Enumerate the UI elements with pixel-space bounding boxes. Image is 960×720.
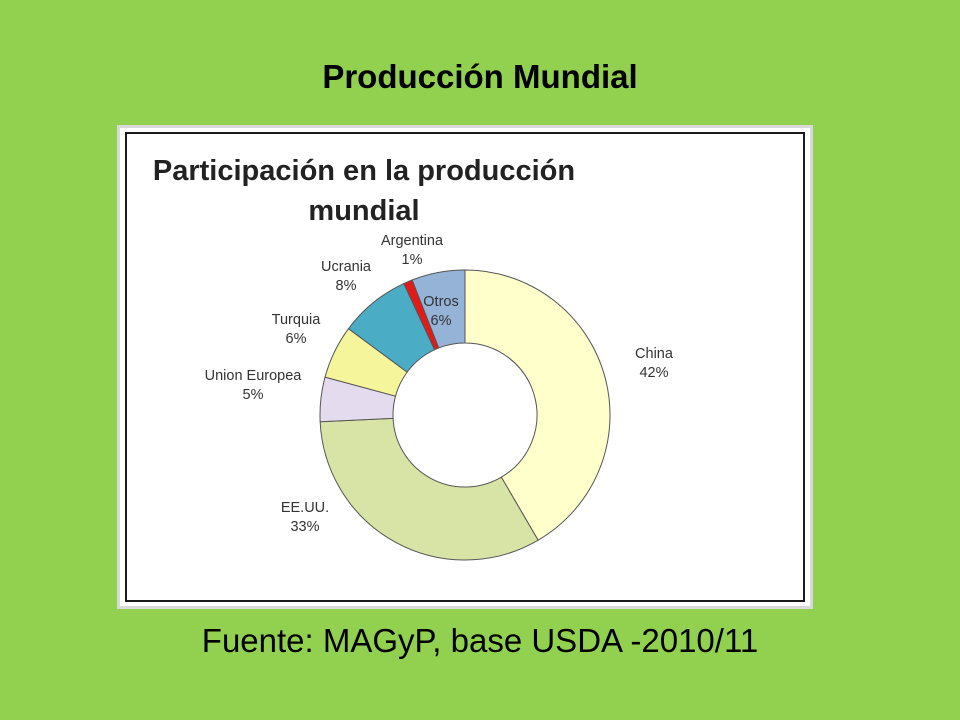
slice-name-label: EE.UU. [281,500,329,516]
donut-chart: Participación en la producción mundial C… [153,155,674,561]
slice-value-label: 8% [336,278,357,294]
slice-value-label: 6% [431,313,452,329]
slice-name-label: Union Europea [205,368,303,384]
slice-name-label: Ucrania [321,259,372,275]
slice-value-label: 1% [402,252,423,268]
slice-otros [411,269,466,349]
slice-labels: China 42% EE.UU. 33% Union Europea 5% Turquia 6… [205,233,674,535]
slice-china [464,269,611,541]
slice-ee-uu- [319,417,539,561]
slice-value-label: 33% [290,519,319,535]
slice-value-label: 6% [286,331,307,347]
chart-frame: Participación en la producción mundial C… [117,125,813,609]
slice-value-label: 5% [243,387,264,403]
slice-name-label: Otros [423,294,458,310]
chart-border [125,132,805,602]
chart-title-line-2: mundial [308,195,419,227]
slice-name-label: Argentina [381,233,444,249]
source-note: Fuente: MAGyP, base USDA -2010/11 [201,622,759,659]
slice-value-label: 42% [639,365,668,381]
chart-title-line-1: Participación en la producción [153,155,575,187]
donut-slices [319,269,611,561]
slice-name-label: Turquia [272,312,322,328]
slide-title: Producción Mundial [322,58,638,95]
slice-name-label: China [635,346,674,362]
